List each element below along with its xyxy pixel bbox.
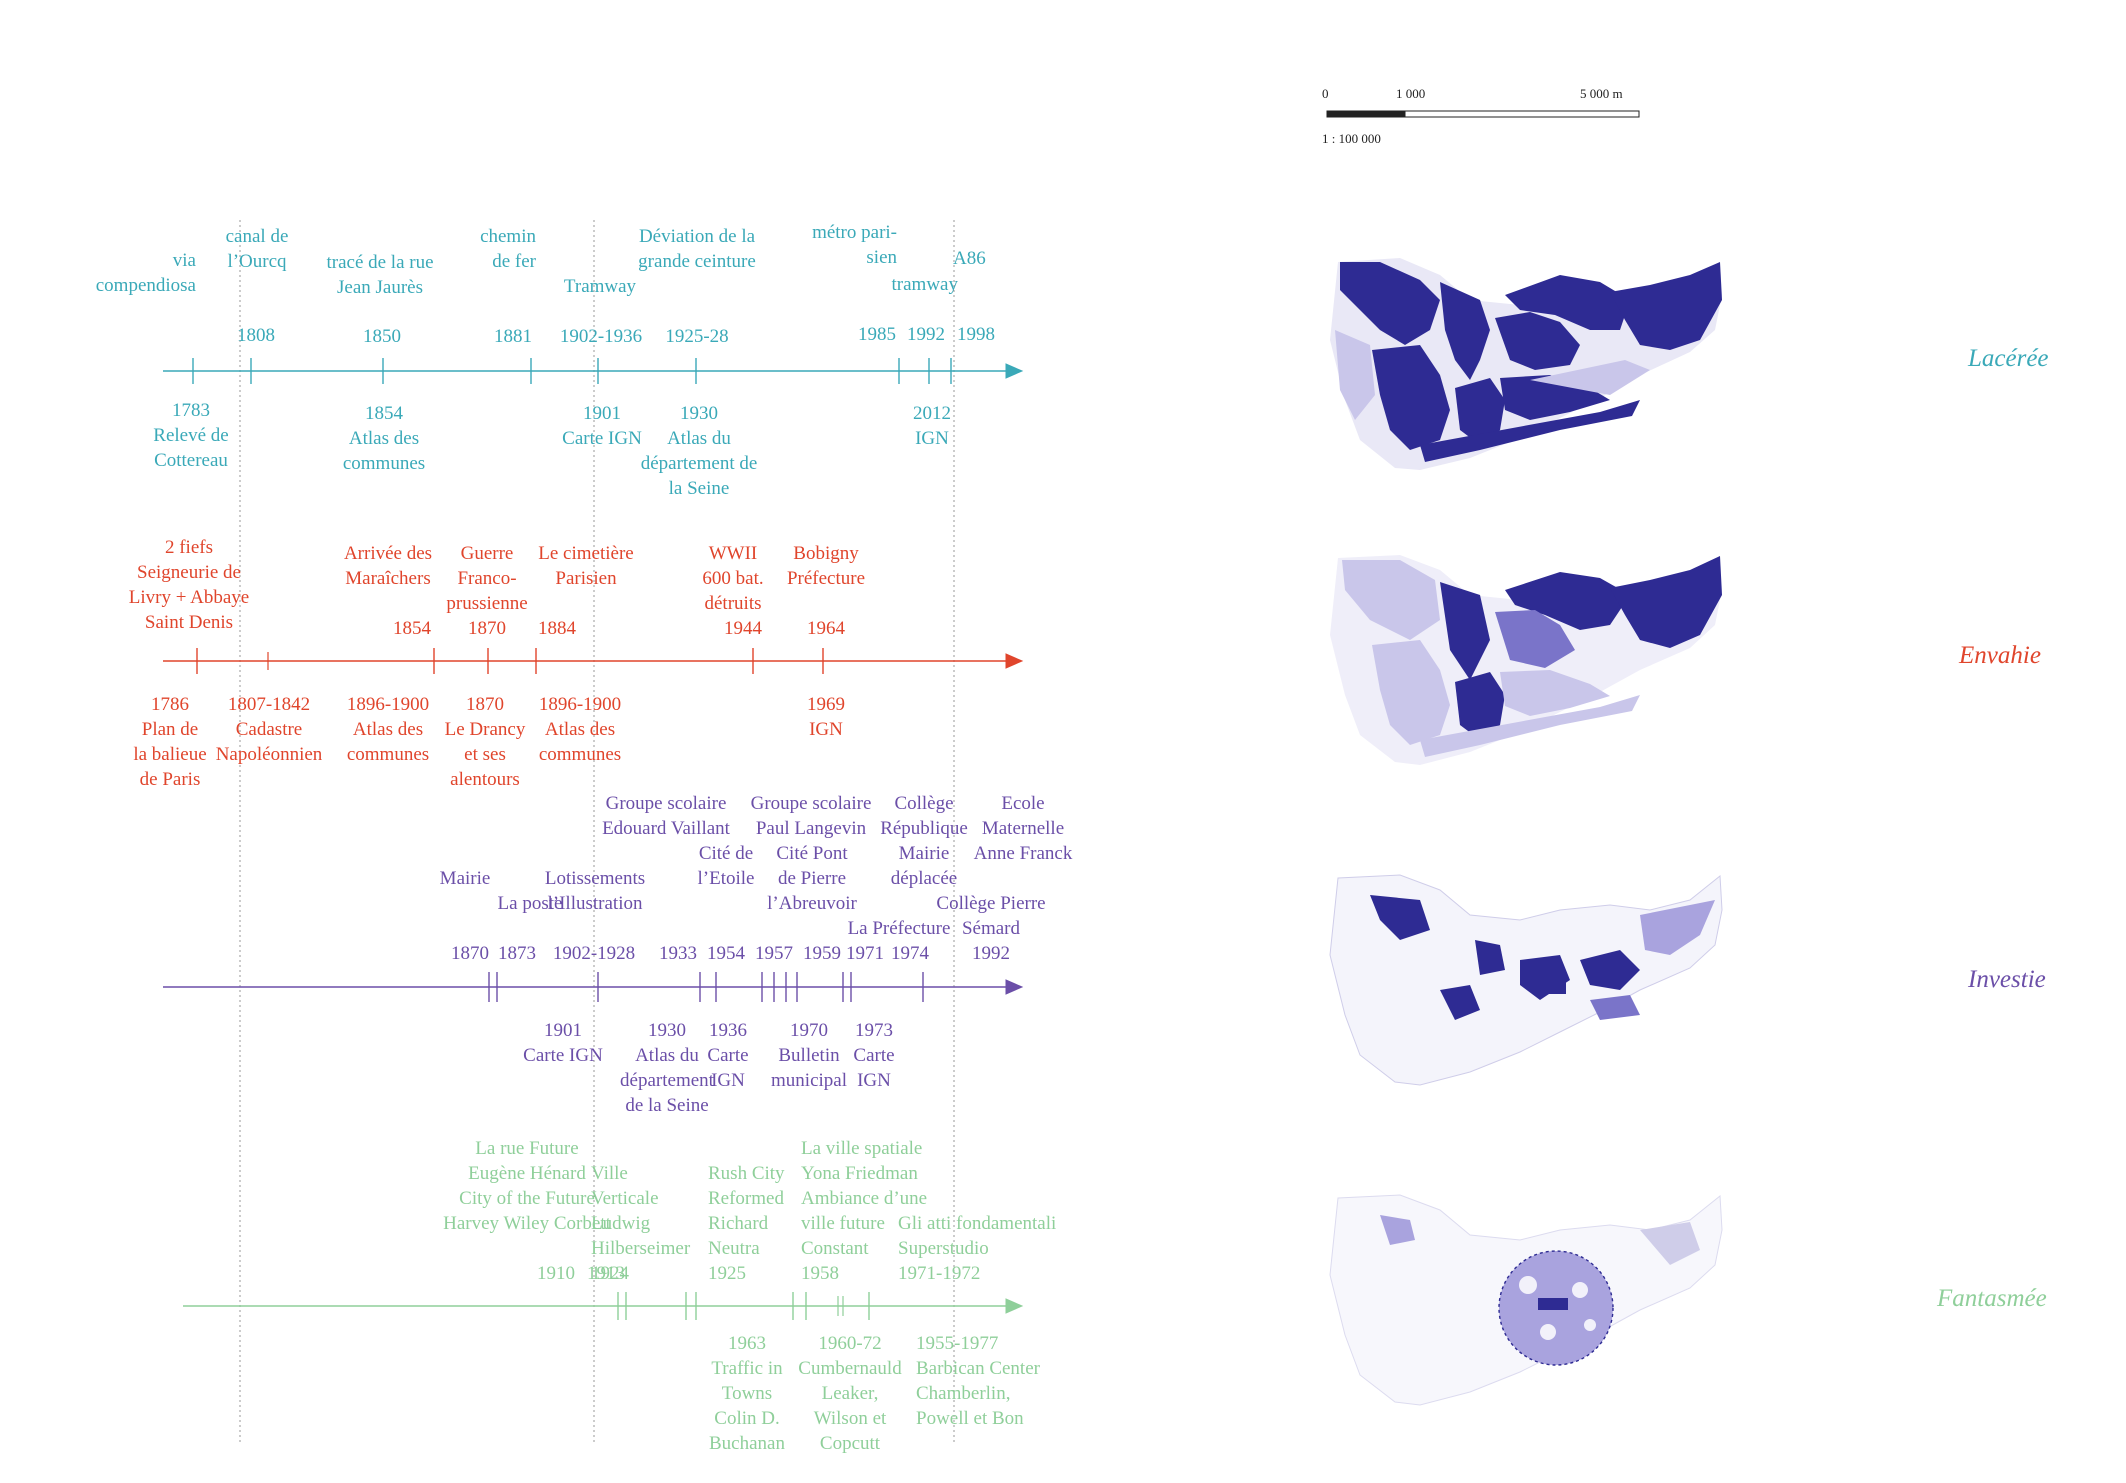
year-label: 1944: [724, 618, 762, 639]
event-label: La poste: [497, 893, 563, 914]
axis-green: [183, 1292, 1024, 1320]
event-label: Mairie: [439, 868, 491, 889]
event-label: métro pari- sien: [812, 222, 897, 268]
event-label: Collège Pierre Sémard: [936, 893, 1046, 939]
source-label: 1896-1900 Atlas des communes: [346, 694, 430, 765]
year-label: 1808: [237, 325, 275, 346]
event-label: A86: [953, 248, 986, 269]
event-label: Groupe scolaire Paul Langevin: [750, 793, 872, 839]
year-label: 1998: [957, 324, 995, 345]
event-label: Tramway: [563, 276, 637, 297]
year-label: 1971: [846, 943, 884, 964]
map-investie: [1329, 874, 1723, 1086]
scale-ratio-label: 1 : 100 000: [1322, 131, 1381, 146]
event-label: La Préfecture: [847, 918, 951, 939]
source-label: 1786 Plan de la balieue de Paris: [133, 694, 207, 790]
year-label: 1910: [537, 1263, 575, 1284]
event-label: Ecole Maternelle Anne Franck: [973, 793, 1073, 864]
year-label: 1959: [803, 943, 841, 964]
source-label: 1930 Atlas du département de la Seine: [620, 1020, 714, 1116]
source-label: 1960-72 Cumbernauld Leaker, Wilson et Co…: [798, 1333, 902, 1454]
year-label: 1850: [363, 326, 401, 347]
event-label: Lotissements l’Illustration: [544, 868, 646, 914]
event-label: chemin de fer: [480, 226, 536, 272]
scale-end-label: 5 000 m: [1580, 86, 1623, 101]
year-label: 1884: [538, 618, 576, 639]
source-label: 2012 IGN: [913, 403, 951, 449]
year-label: 1870: [468, 618, 506, 639]
year-label: 1902-1928: [552, 943, 636, 964]
event-label: Cité Pont de Pierre l’Abreuvoir: [767, 843, 857, 914]
source-label: 1807-1842 Cadastre Napoléonnien: [215, 694, 323, 765]
source-label: 1955-1977 Barbican Center Chamberlin, Po…: [916, 1333, 1040, 1429]
axis-cyan: [163, 358, 1024, 384]
event-label: via compendiosa: [95, 250, 196, 296]
event-label: Arrivée des Maraîchers: [343, 543, 433, 589]
event-label: tracé de la rue Jean Jaurès: [326, 252, 434, 298]
year-label: 1873: [498, 943, 536, 964]
source-label: 1936 Carte IGN: [707, 1020, 749, 1091]
source-label: 1970 Bulletin municipal: [771, 1020, 847, 1091]
event-label: Collège République Mairie déplacée: [880, 793, 968, 889]
source-label: 1783 Relevé de Cottereau: [153, 400, 229, 471]
year-label: 1902-1936: [559, 326, 643, 347]
event-label: Rush City Reformed Richard Neutra 1925: [708, 1163, 785, 1284]
source-label: 1896-1900 Atlas des communes: [538, 694, 622, 765]
event-label: Bobigny Préfecture: [786, 543, 866, 589]
year-label: 1954: [707, 943, 745, 964]
map-envahie: [1330, 555, 1722, 765]
year-label: 1974: [891, 943, 929, 964]
year-label: 1985: [858, 324, 896, 345]
event-label: Ville Verticale Ludwig Hilberseimer 1924: [591, 1163, 691, 1284]
year-label: 1957: [755, 943, 793, 964]
event-label: La ville spatiale Yona Friedman Ambiance…: [801, 1138, 928, 1284]
year-label: 1964: [807, 618, 845, 639]
event-label: Groupe scolaire Edouard Vaillant: [602, 793, 730, 839]
event-label: Gli atti fondamentali Superstudio 1971-1…: [898, 1213, 1057, 1284]
caption-envahie: Envahie: [1959, 642, 2041, 669]
event-label: Cité de l’Etoile: [697, 843, 755, 889]
event-label: tramway: [891, 274, 958, 295]
source-label: 1854 Atlas des communes: [342, 403, 426, 474]
source-label: 1973 Carte IGN: [853, 1020, 895, 1091]
event-label: Déviation de la grande ceinture: [638, 226, 756, 272]
source-label: 1930 Atlas du département de la Seine: [640, 403, 758, 499]
axis-red: [163, 648, 1024, 674]
year-label: 1992: [972, 943, 1010, 964]
event-label: WWII 600 bat. détruits: [702, 543, 764, 614]
map-fantasmee: [1329, 1194, 1723, 1406]
source-label: 1901 Carte IGN: [562, 403, 642, 449]
caption-fantasmee: Fantasmée: [1937, 1285, 2047, 1312]
year-label: 1992: [907, 324, 945, 345]
axis-purple: [163, 972, 1024, 1002]
event-label: 2 fiefs Seigneurie de Livry + Abbaye Sai…: [128, 537, 250, 633]
event-label: Guerre Franco- prussienne: [446, 543, 528, 614]
source-label: 1969 IGN: [807, 694, 845, 740]
scale-mid-label: 1 000: [1396, 86, 1426, 101]
year-label: 1925-28: [665, 326, 729, 347]
year-label: 1913: [587, 1263, 625, 1284]
year-label: 1933: [659, 943, 697, 964]
event-label: La rue Future Eugène Hénard City of the …: [443, 1138, 611, 1234]
caption-lacere: Lacérée: [1968, 345, 2049, 372]
source-label: 1901 Carte IGN: [523, 1020, 603, 1066]
source-label: 1963 Traffic in Towns Colin D. Buchanan: [709, 1333, 785, 1454]
source-label: 1870 Le Drancy et ses alentours: [444, 694, 526, 790]
scale-bar: [1326, 110, 1640, 118]
year-label: 1870: [451, 943, 489, 964]
event-label: Le cimetière Parisien: [538, 543, 634, 589]
event-label: canal de l’Ourcq: [225, 226, 289, 272]
year-label: 1881: [494, 326, 532, 347]
year-label: 1854: [393, 618, 431, 639]
scale-zero-label: 0: [1322, 86, 1329, 101]
caption-investie: Investie: [1968, 966, 2046, 993]
map-lacere: [1330, 258, 1722, 470]
